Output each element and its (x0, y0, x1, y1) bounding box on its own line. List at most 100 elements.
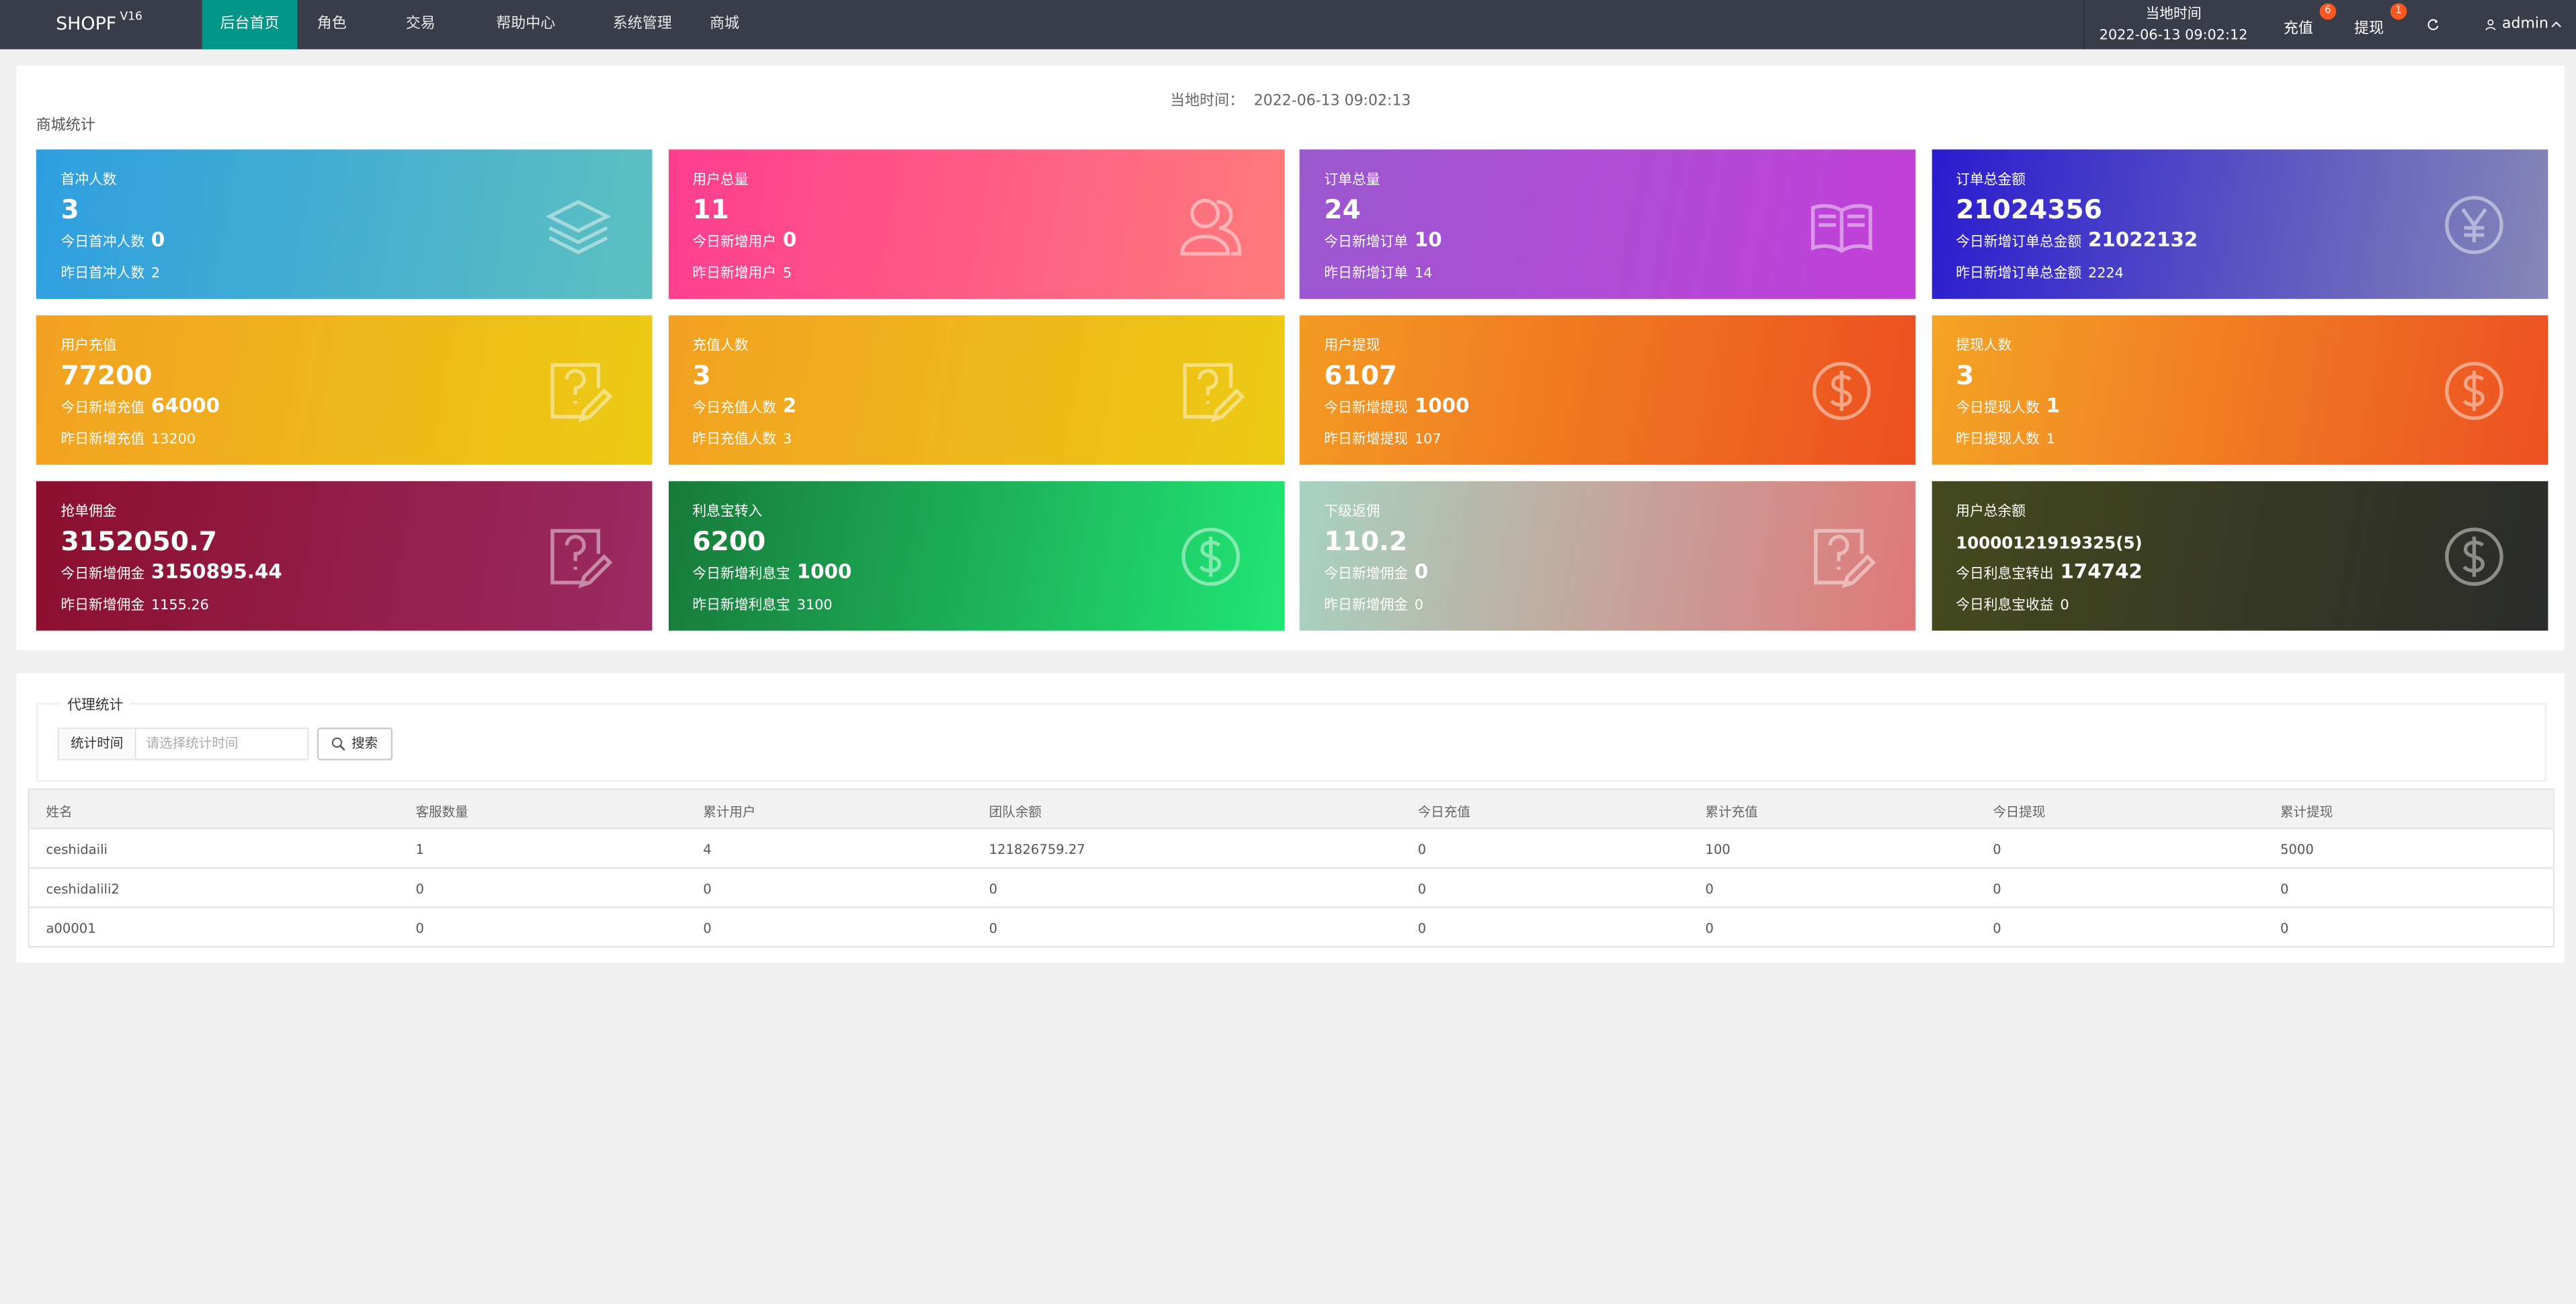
card-line: 昨日新增订单 14 (1324, 263, 1432, 282)
menu-item[interactable]: 系统管理 (612, 16, 672, 33)
table-cell: 0 (989, 921, 998, 937)
card-title: 利息宝转入 (692, 504, 763, 521)
stat-card: 用户充值 77200 今日新增充值 64000 昨日新增充值 13200 (36, 315, 653, 465)
menu-item[interactable]: 后台首页 (202, 0, 298, 50)
caret (2551, 21, 2561, 28)
card-line: 今日新增充值 64000 (60, 394, 220, 417)
card-line: 昨日充值人数 3 (692, 429, 792, 448)
table-cell: 0 (2280, 881, 2289, 897)
card-line-label: 昨日新增充值 (60, 431, 145, 449)
card-line-value: 0 (2060, 597, 2069, 615)
menu-item[interactable]: 交易 (405, 16, 435, 33)
stat-card: 用户总余额 10000121919325(5) 今日利息宝转出 174742 今日利息宝… (1931, 481, 2548, 631)
card-title: 下级返佣 (1324, 504, 1380, 521)
card-line-value: 1 (2046, 431, 2055, 449)
card-value: 3 (60, 193, 79, 225)
card-line: 今日新增订单 10 (1324, 228, 1442, 251)
menu-item[interactable]: 商城 (710, 16, 740, 33)
card-line: 今日利息宝收益 0 (1956, 595, 2069, 614)
card-line-value: 0 (1414, 597, 1424, 615)
card-line: 今日新增利息宝 1000 (692, 560, 851, 583)
nav-user[interactable]: admin (2501, 16, 2548, 33)
card-title: 用户充值 (60, 338, 117, 355)
card-line-label: 今日新增佣金 (60, 566, 145, 583)
card-line-value: 107 (1414, 431, 1442, 449)
card-line-value: 3150895.44 (151, 560, 282, 583)
card-line-label: 昨日新增佣金 (60, 597, 145, 615)
table-cell: ceshidalili2 (46, 881, 120, 897)
card-line: 今日新增提现 1000 (1324, 394, 1469, 417)
card-value: 21024356 (1956, 193, 2102, 225)
card-line-value: 64000 (151, 394, 220, 417)
table-cell: 0 (1417, 842, 1427, 858)
card-value: 110.2 (1324, 525, 1407, 557)
card-line-value: 10 (1414, 228, 1442, 252)
menu-item[interactable]: 角色 (317, 16, 347, 33)
card-line-label: 昨日新增订单总金额 (1956, 266, 2082, 283)
stats-time-value: 2022-06-13 09:02:13 (1253, 93, 1411, 110)
date-input[interactable]: 统计时间 请选择统计时间 (57, 727, 309, 760)
nav-time-label: 当地时间 (2145, 6, 2202, 24)
card-icon (545, 200, 612, 255)
card-line-value: 3100 (796, 597, 833, 615)
card-icon (1814, 529, 1876, 589)
card-line: 昨日新增充值 13200 (60, 429, 196, 448)
card-line-value: 1 (2046, 394, 2061, 417)
card-value: 3152050.7 (60, 525, 218, 557)
table-cell: 0 (989, 881, 998, 897)
card-line: 昨日新增用户 5 (692, 263, 792, 282)
input-label: 统计时间 (59, 729, 136, 759)
card-line-value: 1000 (1414, 394, 1470, 417)
card-value: 3 (692, 359, 711, 391)
table-cell: 4 (703, 842, 712, 858)
card-line-label: 今日提现人数 (1956, 400, 2040, 417)
table-cell: 121826759.27 (989, 842, 1085, 858)
card-line-label: 昨日新增利息宝 (692, 597, 790, 615)
refresh-icon (2427, 19, 2439, 30)
card-line: 今日提现人数 1 (1956, 394, 2060, 417)
nav-badge: 6 (2319, 3, 2337, 20)
card-line-label: 昨日充值人数 (692, 431, 777, 449)
agent-table: 姓名 客服数量 累计用户 团队余额 今日充值 累计充值 今日提现 累计提现 ceshidaili… (28, 788, 2555, 948)
card-title: 用户总余额 (1956, 504, 2026, 521)
stat-card: 充值人数 3 今日充值人数 2 昨日充值人数 3 (667, 315, 1284, 465)
search-button[interactable]: 搜索 (317, 727, 393, 760)
input-placeholder: 请选择统计时间 (146, 736, 239, 751)
card-value: 6107 (1324, 359, 1398, 391)
stats-title: 商城统计 (36, 118, 95, 135)
card-title: 订单总金额 (1956, 172, 2026, 189)
card-line: 昨日提现人数 1 (1956, 429, 2055, 448)
card-line-value: 0 (1414, 560, 1429, 583)
user-icon (2485, 19, 2496, 31)
header-cell: 今日提现 (1993, 804, 2046, 820)
search-label: 搜索 (351, 736, 378, 751)
card-icon (550, 363, 613, 423)
card-line-label: 今日新增利息宝 (692, 566, 790, 583)
card-value: 24 (1324, 193, 1361, 225)
nav-recharge[interactable]: 充值 (2283, 21, 2313, 38)
card-line-label: 昨日新增佣金 (1324, 597, 1408, 615)
nav-withdraw[interactable]: 提现 (2354, 21, 2384, 38)
header-cell: 团队余额 (989, 804, 1042, 820)
header-cell: 累计充值 (1705, 804, 1758, 820)
card-icon (1179, 198, 1241, 256)
card-line-label: 今日新增提现 (1324, 400, 1408, 417)
card-icon (1181, 527, 1239, 586)
card-value: 77200 (60, 359, 153, 391)
stat-card: 用户提现 6107 今日新增提现 1000 昨日新增提现 107 (1299, 315, 1916, 465)
table-cell: 0 (703, 881, 712, 897)
card-line-label: 今日新增订单 (1324, 234, 1408, 252)
card-line-value: 5 (782, 266, 792, 283)
card-title: 用户提现 (1324, 338, 1380, 355)
table-cell: a00001 (46, 921, 96, 937)
card-line: 今日新增用户 0 (692, 228, 796, 251)
card-line-label: 今日新增用户 (692, 234, 777, 252)
nav-time: 当地时间 2022-06-13 09:02:12 (2083, 0, 2262, 50)
card-line-label: 今日利息宝转出 (1956, 566, 2054, 583)
table-cell: ceshidaili (46, 842, 108, 858)
table-cell: 1 (415, 842, 424, 858)
table-cell: 0 (415, 921, 424, 937)
card-line-value: 0 (782, 228, 797, 252)
card-line-label: 今日充值人数 (692, 400, 777, 417)
menu-item[interactable]: 帮助中心 (496, 16, 556, 33)
